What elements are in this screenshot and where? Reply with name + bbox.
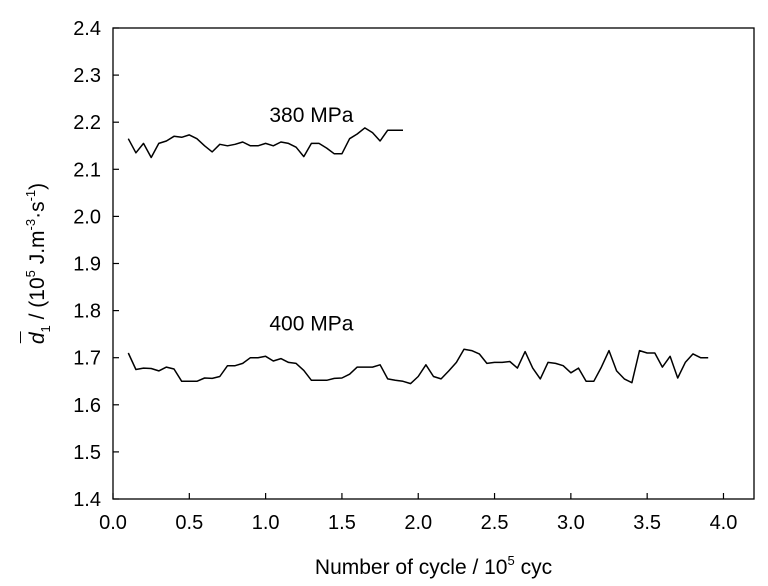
x-tick-label: 3.0 [557,512,585,534]
y-tick-label: 2.0 [73,206,101,228]
series-annotation: 400 MPa [269,312,353,335]
x-tick-label: 1.0 [252,512,280,534]
x-tick-label: 0.5 [175,512,203,534]
y-axis-exp-3: -1 [23,190,38,202]
x-tick-label: 4.0 [710,512,738,534]
x-axis-title-main: Number of cycle / 10 [315,556,508,579]
y-axis-title-group: d1 / (105 J.m-3·s-1) ¯ [18,183,53,344]
x-tick-label: 2.5 [481,512,509,534]
y-tick-label: 1.4 [73,489,101,511]
y-tick-label: 2.3 [73,65,101,87]
y-axis-symbol: d [26,331,49,344]
series-annotation: 380 MPa [269,104,353,127]
x-tick-label: 3.5 [633,512,661,534]
y-axis-exp-1: 5 [23,270,38,277]
series-line-1 [127,348,709,385]
x-axis-title-tail: cyc [515,556,552,579]
y-axis-unit-b: ·s [26,201,49,219]
y-axis-close: ) [26,183,49,190]
y-tick-label: 1.8 [73,301,101,323]
series-line-0 [127,127,403,159]
ticks-layer [112,27,725,500]
y-axis-unit-a: J.m [26,230,49,270]
y-tick-label: 1.5 [73,442,101,464]
y-axis-subscript: 1 [38,325,53,332]
y-axis-exp-2: -3 [23,219,38,231]
x-axis-title: Number of cycle / 105 cyc [315,553,552,579]
y-tick-label: 2.1 [73,159,101,181]
y-tick-label: 2.2 [73,112,101,134]
x-tick-label: 0.0 [99,512,127,534]
y-tick-label: 1.9 [73,254,101,276]
y-tick-label: 1.6 [73,395,101,417]
labels-layer: 0.0 0.5 1.0 1.5 2.0 2.5 3.0 3.5 4.0 1.4 1.5 1.6 1.7 1… [73,18,737,534]
y-axis-title-middle: / (10 [26,277,49,325]
y-axis-title: d1 / (105 J.m-3·s-1) [23,183,53,344]
x-tick-label: 2.0 [404,512,432,534]
y-tick-label: 1.7 [73,348,101,370]
y-tick-label: 2.4 [73,18,101,40]
series-layer [127,127,709,385]
y-axis-symbol-bar: ¯ [18,331,41,344]
x-tick-label: 1.5 [328,512,356,534]
x-axis-title-exponent: 5 [508,553,515,568]
